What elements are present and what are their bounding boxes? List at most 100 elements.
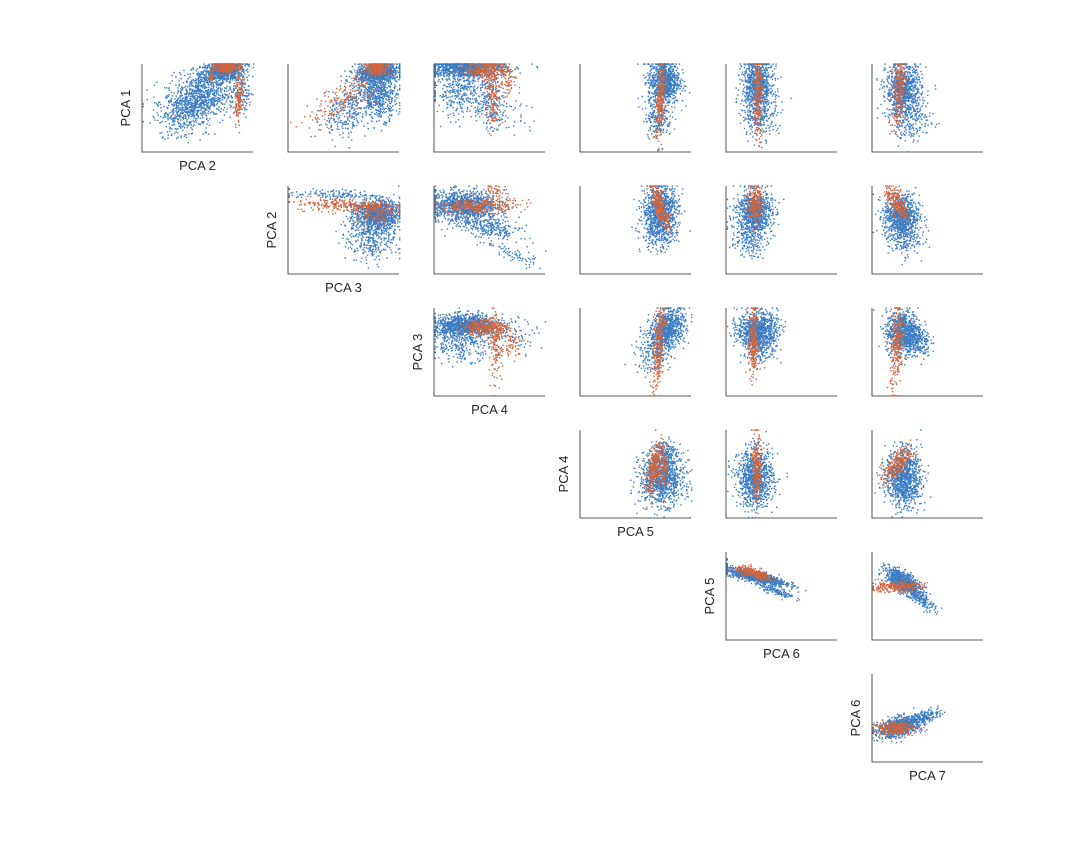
blue-point	[389, 79, 391, 81]
blue-point	[179, 107, 182, 109]
orange-point	[224, 65, 226, 67]
blue-point	[204, 79, 206, 81]
orange-point	[367, 81, 369, 83]
blue-point	[158, 101, 161, 103]
blue-point	[204, 65, 206, 67]
blue-point	[395, 81, 398, 83]
orange-point	[375, 66, 378, 69]
blue-point	[220, 101, 222, 104]
orange-point	[376, 63, 378, 65]
blue-point	[219, 67, 221, 70]
orange-point	[380, 73, 383, 75]
blue-point	[536, 65, 538, 68]
blue-point	[388, 85, 390, 87]
blue-point	[445, 72, 448, 74]
blue-point	[354, 108, 356, 110]
blue-point	[220, 72, 222, 74]
blue-point	[219, 66, 221, 68]
blue-point	[187, 141, 189, 144]
blue-point	[231, 100, 234, 102]
blue-point	[206, 86, 208, 89]
blue-point	[340, 120, 342, 122]
blue-point	[207, 112, 209, 114]
blue-point	[204, 67, 206, 69]
blue-point	[363, 97, 366, 100]
orange-point	[237, 119, 240, 122]
blue-point	[205, 108, 207, 110]
blue-point	[248, 63, 251, 65]
blue-point	[231, 101, 234, 103]
orange-point	[360, 83, 362, 85]
blue-point	[211, 85, 213, 87]
blue-point	[242, 63, 244, 65]
orange-point	[221, 74, 223, 76]
blue-point	[385, 124, 387, 127]
orange-point	[337, 111, 340, 113]
blue-point	[207, 89, 210, 92]
blue-point	[190, 115, 192, 118]
blue-point	[351, 103, 353, 105]
blue-point	[165, 126, 168, 128]
blue-point	[236, 63, 238, 66]
blue-point	[237, 79, 239, 82]
blue-point	[372, 107, 375, 109]
blue-point	[354, 63, 356, 65]
blue-point	[341, 101, 344, 103]
blue-point	[229, 87, 231, 90]
blue-point	[382, 88, 385, 90]
blue-point	[195, 118, 197, 120]
blue-point	[373, 93, 375, 96]
blue-point	[203, 111, 206, 113]
orange-point	[334, 99, 336, 102]
blue-point	[174, 128, 176, 130]
blue-point	[205, 114, 207, 116]
orange-point	[237, 90, 239, 92]
blue-point	[193, 103, 195, 105]
blue-point	[353, 111, 355, 114]
blue-point	[445, 67, 447, 69]
blue-point	[190, 98, 192, 100]
orange-point	[221, 64, 223, 66]
orange-point	[220, 65, 223, 67]
blue-point	[353, 109, 355, 111]
blue-point	[160, 110, 163, 112]
blue-point	[222, 109, 225, 111]
blue-point	[164, 116, 167, 118]
blue-point	[203, 96, 205, 99]
blue-point	[208, 96, 210, 98]
blue-point	[209, 118, 211, 120]
blue-point	[354, 96, 356, 98]
blue-point	[154, 119, 156, 121]
orange-point	[367, 94, 370, 97]
blue-point	[228, 95, 230, 97]
blue-point	[188, 101, 190, 104]
blue-point	[198, 90, 200, 92]
blue-point	[193, 96, 195, 98]
blue-point	[172, 105, 175, 107]
blue-point	[377, 95, 380, 97]
blue-point	[180, 119, 182, 121]
blue-point	[350, 95, 352, 97]
blue-point	[353, 116, 355, 118]
blue-point	[169, 82, 171, 85]
orange-point	[237, 69, 239, 71]
blue-point	[379, 70, 381, 72]
blue-point	[154, 101, 156, 104]
blue-point	[346, 93, 348, 96]
blue-point	[364, 95, 366, 98]
blue-point	[383, 74, 385, 77]
blue-point	[367, 68, 369, 71]
blue-point	[331, 129, 334, 131]
blue-point	[399, 76, 401, 79]
orange-point	[325, 90, 328, 93]
blue-point	[239, 81, 241, 84]
blue-point	[173, 111, 175, 113]
blue-point	[182, 82, 185, 84]
blue-point	[201, 73, 203, 75]
blue-point	[219, 71, 221, 74]
blue-point	[363, 76, 366, 78]
blue-point	[385, 122, 387, 124]
orange-point	[209, 81, 212, 83]
blue-point	[203, 104, 205, 106]
blue-point	[380, 116, 382, 119]
